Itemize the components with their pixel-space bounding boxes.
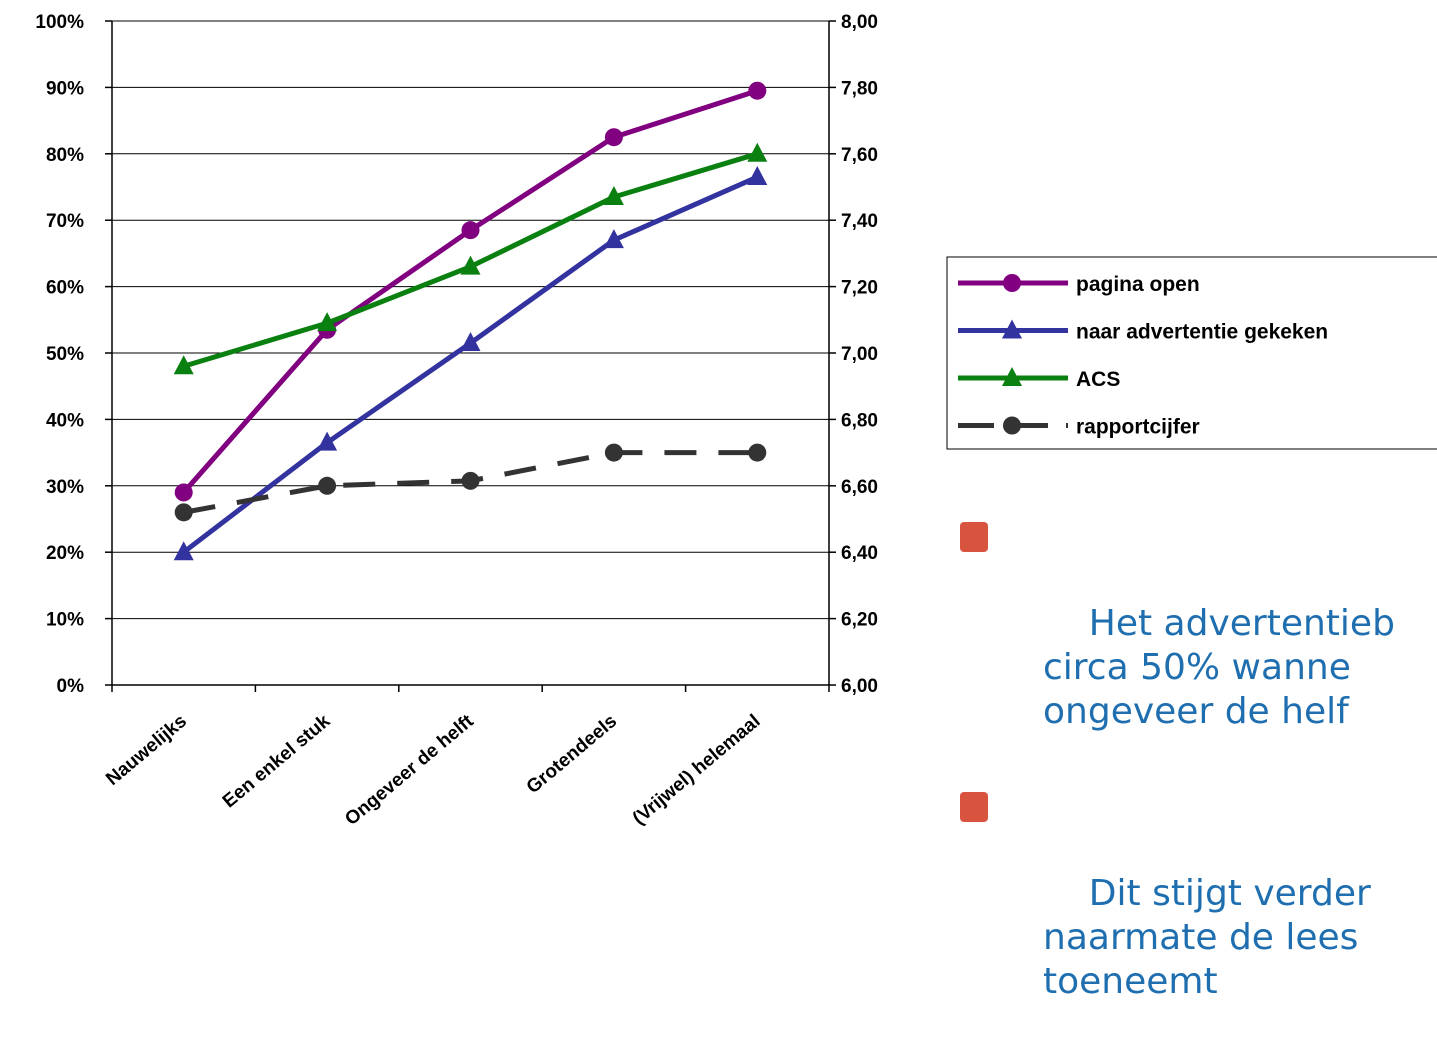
data-point <box>604 443 623 462</box>
data-point <box>460 255 481 275</box>
left-tick-label: 100% <box>35 12 84 33</box>
bullet-text: Het advertentieb circa 50% wanne ongevee… <box>1043 603 1395 732</box>
gridlines <box>112 20 829 620</box>
category-label: (Vrijwel) helemaal <box>629 711 765 830</box>
legend-label: pagina open <box>1076 273 1200 296</box>
series-lines <box>173 81 768 561</box>
right-tick-label: 6,80 <box>841 410 878 431</box>
data-point <box>173 355 194 375</box>
right-tick-label: 6,60 <box>841 477 878 498</box>
bullet-marker-icon <box>960 522 988 552</box>
left-axis-ticks: 0% 10% 20% 30% 40% 50% 60% 70% 80% 90% 100% <box>35 12 112 697</box>
data-point <box>604 128 623 147</box>
right-tick-label: 8,00 <box>841 12 878 33</box>
data-point <box>174 483 193 502</box>
series-0 <box>174 81 767 502</box>
data-point <box>748 443 767 462</box>
category-label: Een enkel stuk <box>219 710 335 812</box>
left-tick-label: 10% <box>46 610 84 631</box>
left-tick-label: 90% <box>46 78 84 99</box>
legend-label: ACS <box>1076 368 1120 391</box>
left-tick-label: 60% <box>46 278 84 299</box>
left-tick-label: 70% <box>46 211 84 232</box>
category-label: Nauwelijks <box>102 711 191 790</box>
legend-label: rapportcijfer <box>1076 416 1200 439</box>
data-point <box>174 503 193 522</box>
legend-box <box>946 256 1437 450</box>
bullet-text: Dit stijgt verder naarmate de lees toene… <box>1043 873 1371 1002</box>
bullet-item: Het advertentieb circa 50% wanne ongevee… <box>958 514 1437 778</box>
series-1 <box>173 166 768 561</box>
right-axis-ticks: 6,00 6,20 6,40 6,60 6,80 7,00 7,20 7,40 7,60 7,80… <box>829 12 878 697</box>
data-point <box>317 312 338 332</box>
bullet-marker-icon <box>960 792 988 822</box>
category-label: Grotendeels <box>523 711 621 798</box>
left-tick-label: 20% <box>46 543 84 564</box>
series-2 <box>173 142 768 375</box>
right-tick-label: 6,20 <box>841 610 878 631</box>
series-line <box>181 88 759 495</box>
data-point <box>747 166 768 186</box>
category-label: Ongeveer de helft <box>341 710 478 830</box>
data-point <box>748 81 767 100</box>
left-tick-label: 40% <box>46 410 84 431</box>
bullet-item: Dit stijgt verder naarmate de lees toene… <box>958 784 1437 1048</box>
legend: pagina open naar advertentie gekeken ACS ra… <box>946 256 1437 450</box>
right-tick-label: 7,80 <box>841 78 878 99</box>
left-tick-label: 50% <box>46 344 84 365</box>
right-tick-label: 7,00 <box>841 344 878 365</box>
data-point <box>460 332 481 352</box>
line-chart: 0%10%20%30%40%50%60%70%80%90%100% 6,006,… <box>35 12 1437 830</box>
legend-marker <box>1003 416 1021 435</box>
series-3 <box>174 443 767 522</box>
data-point <box>461 471 480 490</box>
data-point <box>747 142 768 162</box>
data-point <box>317 431 338 451</box>
data-point <box>603 185 624 205</box>
data-point <box>318 476 337 495</box>
left-tick-label: 0% <box>57 676 85 697</box>
bullet-list: Het advertentieb circa 50% wanne ongevee… <box>958 514 1437 1054</box>
legend-marker <box>1002 367 1022 386</box>
data-point <box>603 229 624 249</box>
left-tick-label: 80% <box>46 145 84 166</box>
data-point <box>461 221 480 240</box>
data-point <box>173 541 194 561</box>
legend-label: naar advertentie gekeken <box>1076 321 1328 344</box>
right-tick-label: 7,20 <box>841 278 878 299</box>
right-tick-label: 7,60 <box>841 145 878 166</box>
legend-marker <box>1003 274 1021 292</box>
category-labels: Nauwelijks Een enkel stuk Ongeveer de helf… <box>102 710 764 830</box>
right-tick-label: 6,40 <box>841 543 878 564</box>
left-tick-label: 30% <box>46 477 84 498</box>
right-tick-label: 6,00 <box>841 676 878 697</box>
right-tick-label: 7,40 <box>841 211 878 232</box>
legend-marker <box>1002 319 1022 339</box>
